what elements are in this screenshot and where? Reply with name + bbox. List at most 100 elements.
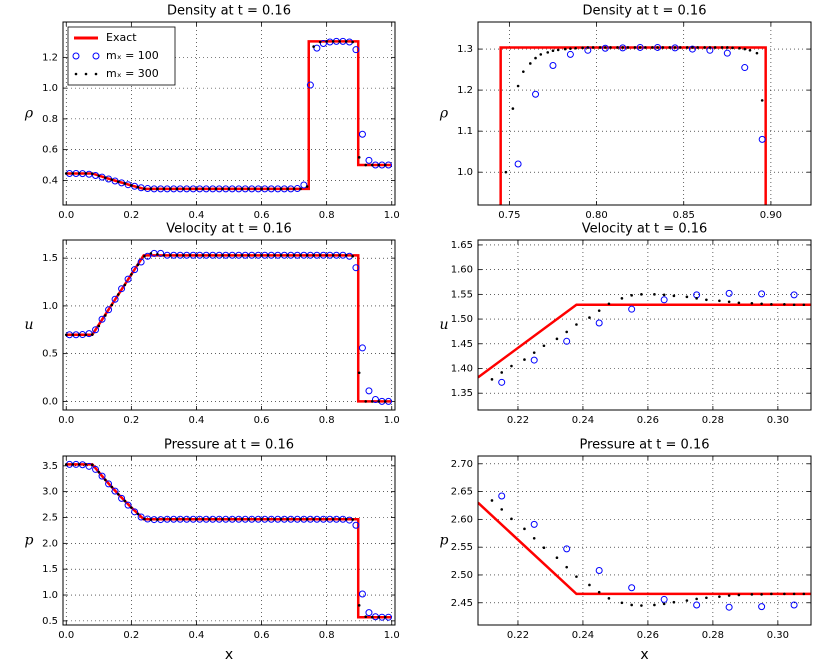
data-point: [131, 508, 139, 516]
y-tick-label: 1.65: [451, 240, 473, 251]
data-point: [563, 545, 571, 553]
data-point: [672, 600, 676, 604]
data-point: [595, 567, 603, 575]
data-point: [318, 253, 322, 257]
data-point: [636, 43, 644, 51]
data-point: [365, 609, 373, 617]
data-point: [162, 253, 166, 257]
data-point: [598, 46, 602, 49]
data-point: [542, 546, 546, 550]
x-tick-label: 0.24: [572, 630, 594, 641]
data-point: [201, 187, 205, 191]
legend-swatch: [94, 72, 98, 76]
data-point: [790, 291, 798, 299]
y-axis-label: ρ: [439, 106, 449, 122]
x-tick-label: 0.22: [507, 415, 529, 426]
data-point: [299, 253, 302, 257]
legend-swatch: [84, 72, 88, 76]
data-point: [703, 46, 706, 49]
data-point: [644, 46, 647, 49]
data-point: [175, 253, 179, 257]
data-point: [344, 517, 348, 521]
panel: Pressure at t = 0.16 p x 0.0 0.2 0.4 0.6 0.8 1.0…: [25, 438, 400, 664]
data-point: [691, 46, 694, 49]
data-point: [640, 604, 643, 607]
x-tick-label: 0.22: [507, 630, 529, 641]
data-point: [609, 46, 612, 49]
data-point: [530, 520, 538, 528]
axes-frame: [62, 21, 396, 206]
data-point: [124, 275, 132, 283]
data-point: [743, 47, 747, 51]
data-point: [563, 47, 567, 51]
chart-title: Density at t = 0.16: [167, 4, 291, 19]
legend: Exact mₓ = 100 mₓ = 300: [67, 26, 176, 86]
data-point: [260, 187, 263, 191]
data-point: [575, 575, 578, 578]
y-tick-label: 1.50: [451, 314, 473, 325]
data-point: [758, 290, 766, 298]
data-point: [377, 163, 381, 167]
data-point: [104, 478, 107, 482]
data-point: [760, 302, 763, 306]
data-point: [123, 499, 127, 503]
data-point: [64, 333, 68, 337]
x-tick-label: 1.0: [384, 630, 400, 641]
x-tick-label: 0.6: [254, 415, 270, 426]
data-point: [312, 45, 315, 48]
data-point: [532, 351, 536, 354]
data-point: [693, 291, 701, 299]
data-point: [260, 517, 263, 521]
data-point: [312, 517, 315, 521]
data-point: [565, 565, 568, 569]
x-tick-label: 0.2: [123, 210, 139, 221]
data-point: [358, 590, 366, 598]
legend-swatch: [74, 72, 78, 76]
y-tick-label: 2.50: [451, 570, 473, 581]
data-point: [668, 46, 672, 49]
x-tick-label: 0.2: [123, 630, 139, 641]
y-tick-label: 1.0: [457, 167, 473, 178]
x-tick-label: 0.28: [702, 415, 724, 426]
data-point: [77, 333, 81, 337]
data-point: [214, 187, 218, 191]
data-point: [630, 603, 633, 607]
data-point: [760, 99, 764, 102]
data-point: [234, 187, 237, 191]
data-point: [214, 517, 218, 521]
data-point: [227, 517, 231, 521]
data-point: [110, 303, 114, 307]
chart-title: Velocity at t = 0.16: [166, 222, 292, 237]
data-point: [718, 595, 721, 598]
data-point: [695, 597, 698, 601]
data-point: [685, 295, 689, 299]
data-point: [149, 252, 153, 255]
x-tick-label: 0.0: [58, 415, 74, 426]
plot-area: [64, 249, 392, 405]
data-point: [105, 306, 113, 314]
data-point: [306, 81, 314, 89]
y-tick-label: 2.0: [42, 538, 58, 549]
data-point: [662, 293, 666, 297]
data-point: [365, 156, 373, 164]
data-point: [370, 400, 374, 403]
data-point: [630, 294, 633, 297]
data-point: [156, 518, 159, 521]
data-point: [523, 358, 526, 361]
data-point: [597, 309, 601, 312]
data-point: [383, 400, 387, 403]
x-tick-label: 0.30: [767, 415, 789, 426]
x-tick-label: 0.2: [123, 415, 139, 426]
data-point: [653, 293, 656, 296]
data-point: [770, 302, 773, 306]
data-point: [534, 56, 537, 60]
data-point: [673, 46, 677, 49]
panel: Velocity at t = 0.16 u 0.22 0.24 0.26 0.28 0.3…: [439, 222, 812, 426]
data-point: [292, 253, 296, 257]
exact-line: [478, 501, 811, 596]
data-point: [247, 253, 250, 257]
y-tick-label: 0.4: [42, 175, 58, 186]
data-point: [71, 172, 75, 175]
data-point: [529, 62, 532, 65]
x-axis-label: x: [225, 647, 233, 663]
